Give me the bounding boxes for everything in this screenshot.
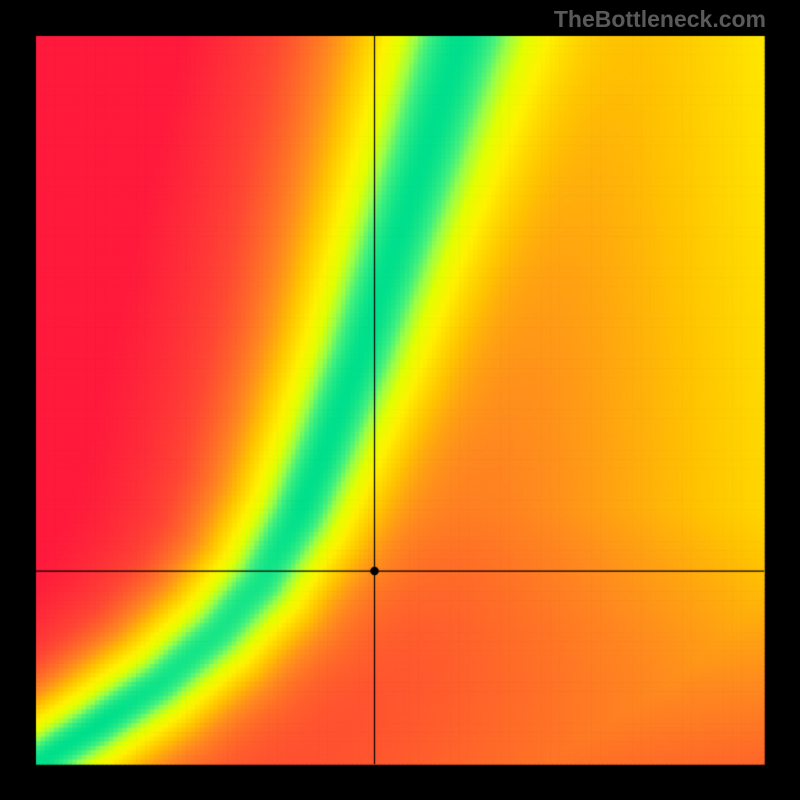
chart-container: TheBottleneck.com xyxy=(0,0,800,800)
watermark-text: TheBottleneck.com xyxy=(554,6,766,33)
heatmap-canvas xyxy=(0,0,800,800)
